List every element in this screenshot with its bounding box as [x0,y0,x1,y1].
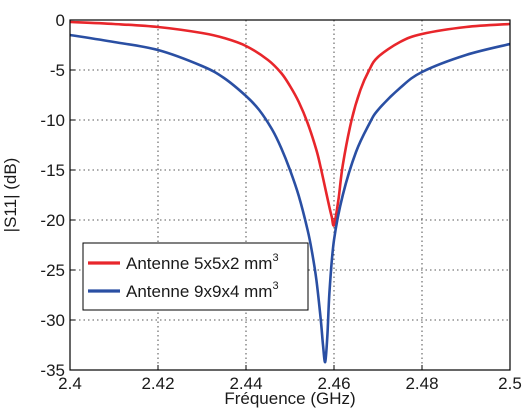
series-layer [69,20,511,364]
legend-label-series-1: Antenne 5x5x2 mm3 [126,252,279,273]
x-tick-label: 2.44 [229,374,262,393]
y-axis-title: |S11| (dB) [1,158,20,233]
y-tick-label: -5 [50,61,65,80]
y-tick-label: -20 [40,211,65,230]
x-tick-label: 2.4 [58,374,82,393]
y-tick-label: 0 [56,11,65,30]
y-tick-label: -35 [40,361,65,380]
plot-background [70,20,510,370]
x-axis-title: Fréquence (GHz) [224,389,355,408]
series-line-1 [69,20,511,227]
y-tick-label: -30 [40,311,65,330]
series-line-2 [69,33,511,364]
legend-label-series-2: Antenne 9x9x4 mm3 [126,280,279,301]
x-tick-label: 2.42 [141,374,174,393]
x-tick-label: 2.5 [498,374,522,393]
plot-frame [69,19,511,371]
legend: Antenne 5x5x2 mm3 Antenne 9x9x4 mm3 [82,242,309,311]
ticks: 2.4 2.42 2.44 2.46 2.48 2.5 0 -5 -10 -15 -20 -25 -30… [40,11,521,393]
y-tick-label: -25 [40,261,65,280]
x-tick-label: 2.48 [405,374,438,393]
y-tick-label: -10 [40,111,65,130]
legend-box [82,242,309,311]
y-tick-label: -15 [40,161,65,180]
x-tick-label: 2.46 [317,374,350,393]
